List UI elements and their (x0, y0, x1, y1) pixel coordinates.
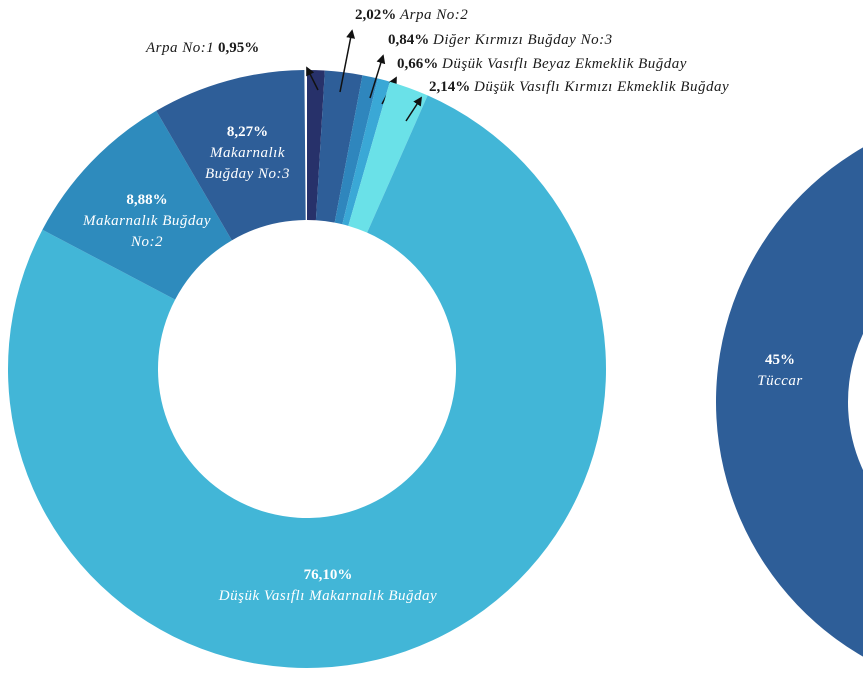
category-label: Diğer Kırmızı Buğday No:3 (433, 32, 613, 48)
category-label: Arpa No:1 (146, 40, 215, 56)
data-label: 45% Tüccar (720, 350, 840, 392)
donut-segment (716, 147, 863, 657)
category-label: Makarnalık Buğday No:3 (204, 145, 291, 182)
category-label: Arpa No:2 (400, 7, 469, 23)
value-label: 8,88% (126, 192, 168, 208)
data-label: 76,10% Düşük Vasıflı Makarnalık Buğday (218, 565, 438, 607)
data-label: Arpa No:1 0,95% (146, 38, 259, 59)
value-label: 0,84% (388, 32, 430, 48)
donut-segment (156, 70, 306, 241)
leader-arrow (369, 54, 386, 99)
category-label: Düşük Vasıflı Beyaz Ekmeklik Buğday (442, 56, 687, 72)
donut-segment (342, 78, 390, 226)
category-label: Düşük Vasıflı Kırmızı Ekmeklik Buğday (474, 79, 730, 95)
value-label: 8,27% (226, 124, 269, 140)
value-label: 2,14% (429, 79, 471, 95)
donut-segment (42, 110, 232, 300)
donut-segment (7, 95, 607, 668)
data-label: 8,27% Makarnalık Buğday No:3 (190, 122, 305, 185)
leader-arrow (306, 66, 319, 91)
data-label: 2,14% Düşük Vasıflı Kırmızı Ekmeklik Buğ… (429, 77, 729, 98)
donut-segment (315, 70, 363, 223)
donut-segment (334, 75, 378, 225)
leader-arrow (405, 96, 422, 122)
data-label: 2,02% Arpa No:2 (355, 5, 468, 26)
value-label: 2,02% (355, 7, 397, 23)
value-label: 76,10% (303, 567, 353, 583)
category-label: Düşük Vasıflı Makarnalık Buğday (218, 588, 438, 604)
data-label: 8,88% Makarnalık Buğday No:2 (82, 190, 212, 253)
value-label: 0,95% (218, 40, 260, 56)
data-label: 0,66% Düşük Vasıflı Beyaz Ekmeklik Buğda… (397, 54, 687, 75)
category-label: Tüccar (757, 373, 803, 389)
value-label: 45% (765, 352, 795, 368)
data-label: 0,84% Diğer Kırmızı Buğday No:3 (388, 30, 613, 51)
category-label: Makarnalık Buğday No:2 (82, 213, 212, 250)
leader-arrow (339, 29, 356, 93)
value-label: 0,66% (397, 56, 439, 72)
donut-segment (307, 70, 325, 221)
